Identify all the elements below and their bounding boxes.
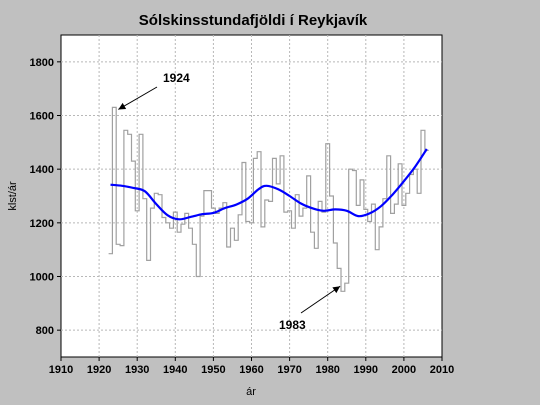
y-tick-label: 1400 (30, 164, 54, 176)
annotation-1983-arrow-head (332, 286, 341, 294)
annotations: 1924 1983 (118, 71, 341, 332)
annotation-1924-arrow-line (118, 86, 158, 110)
y-tick-label: 800 (36, 325, 54, 337)
y-tick-label: 1000 (30, 272, 54, 284)
x-tick-label: 1970 (277, 364, 301, 376)
x-tick-label: 1950 (201, 364, 225, 376)
x-tick-label: 1940 (163, 364, 187, 376)
annotation-1983-arrow-line (300, 285, 341, 314)
smooth-trend (110, 148, 428, 221)
annotation-1924-label: 1924 (163, 71, 190, 85)
x-tick-label: 1910 (49, 364, 73, 376)
y-tick-label: 1600 (30, 111, 54, 123)
y-tick-label: 1800 (30, 57, 54, 69)
x-axis-ticks: 1910 1920 1930 1940 1950 1960 1970 1980 1990 2000… (49, 357, 454, 376)
x-tick-label: 2000 (392, 364, 416, 376)
chart-title: Sólskinsstundafjöldi í Reykjavík (139, 12, 368, 29)
x-tick-label: 2010 (430, 364, 454, 376)
x-tick-label: 1920 (87, 364, 111, 376)
x-tick-label: 1960 (239, 364, 263, 376)
x-tick-label: 1990 (354, 364, 378, 376)
y-axis-ticks: 800 1000 1200 1400 1600 1800 (30, 57, 61, 337)
annotation-1924-arrow-head (118, 102, 127, 110)
grid-lines (61, 35, 442, 357)
annotation-1983-label: 1983 (279, 318, 306, 332)
y-tick-label: 1200 (30, 218, 54, 230)
y-axis-label: klst/ár (7, 181, 19, 211)
x-tick-label: 1930 (125, 364, 149, 376)
smooth-trend-line (110, 148, 428, 221)
x-axis-label: ár (246, 386, 256, 398)
x-tick-label: 1980 (315, 364, 339, 376)
